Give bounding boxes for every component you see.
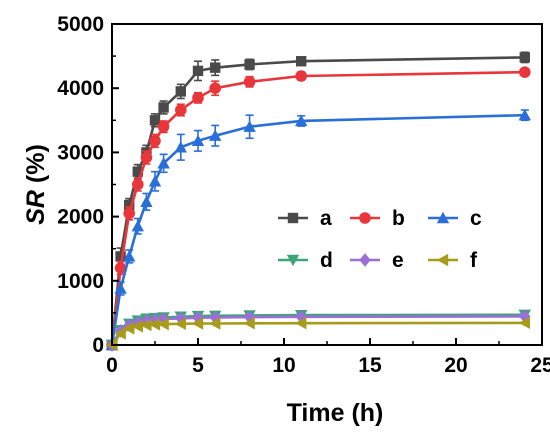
plot-area (105, 51, 531, 352)
x-tick-label: 15 (358, 354, 382, 377)
data-point-b (192, 92, 204, 104)
data-point-b (114, 262, 127, 274)
legend-item-d: d (278, 249, 333, 272)
data-point-c (518, 108, 531, 121)
data-point-b (157, 120, 170, 133)
data-point-b (519, 66, 531, 78)
data-point-f (243, 317, 255, 330)
data-point-f (148, 318, 161, 331)
legend-label: b (392, 207, 405, 230)
data-point-b (132, 178, 144, 191)
legend-label: e (392, 249, 404, 272)
data-point-f (123, 322, 135, 335)
y-axis-title-symbol: SR (22, 190, 50, 225)
data-point-c (243, 120, 256, 132)
data-point-a (158, 102, 169, 113)
series-f (105, 316, 530, 352)
data-point-a (244, 59, 255, 70)
data-point-e (192, 311, 204, 325)
y-tick-label: 4000 (57, 77, 104, 100)
data-point-c (148, 175, 162, 187)
legend-marker (359, 212, 371, 224)
data-point-f (191, 317, 204, 330)
data-point-b (140, 151, 153, 164)
series-c (105, 108, 531, 351)
legend-label: f (470, 249, 478, 272)
x-axis-title: Time (h) (287, 399, 384, 427)
data-point-c (174, 141, 187, 153)
data-point-a (296, 56, 307, 67)
series-c-line (110, 113, 525, 346)
data-point-c (131, 220, 144, 232)
data-point-f (157, 317, 169, 331)
data-point-c (295, 114, 308, 127)
data-point-b (295, 70, 308, 82)
legend-marker (436, 211, 450, 224)
data-point-f (131, 320, 143, 333)
legend-item-c: c (428, 207, 482, 230)
data-point-a (115, 251, 126, 262)
data-point-a (132, 166, 143, 177)
data-point-c (123, 250, 136, 262)
data-point-e (519, 309, 531, 324)
data-point-f (174, 317, 186, 331)
series-b-line (110, 70, 525, 346)
y-axis-title: SR (%) (22, 144, 50, 225)
data-point-a (149, 115, 161, 126)
legend-item-b: b (350, 207, 405, 230)
y-axis-title-unit: (%) (22, 144, 50, 190)
x-tick-label: 0 (106, 354, 118, 377)
x-tick-label: 5 (192, 354, 204, 377)
data-point-b (243, 75, 256, 88)
series-f-line (110, 321, 525, 346)
series-e-line (110, 315, 525, 346)
data-point-f (518, 316, 530, 330)
data-point-a (210, 62, 221, 73)
y-tick-label: 1000 (57, 270, 104, 293)
series-b (106, 66, 531, 351)
y-tick-label: 3000 (57, 141, 104, 164)
x-tick-label: 20 (444, 354, 467, 377)
data-point-a (175, 86, 186, 97)
data-point-c (114, 282, 127, 294)
data-point-a (519, 52, 530, 63)
x-tick-label: 10 (272, 354, 295, 377)
y-tick-label: 2000 (57, 206, 104, 229)
data-point-c (157, 157, 170, 169)
data-point-e (149, 312, 161, 327)
data-point-c (191, 134, 205, 147)
data-point-b (123, 207, 135, 220)
legend-label: a (320, 207, 332, 230)
legend-marker (359, 253, 371, 267)
data-point-b (175, 104, 187, 116)
legend-label: c (470, 207, 482, 230)
axes: 0 5 10 15 20 25 0 1000 2000 3000 4000 5000 (57, 13, 550, 377)
data-point-c (140, 195, 153, 208)
legend: a b c d e f (278, 207, 482, 272)
series-a-line (110, 56, 525, 346)
data-point-b (209, 82, 221, 94)
y-tick-label: 0 (92, 334, 104, 357)
x-tick-label: 25 (530, 354, 550, 377)
data-point-b (149, 135, 161, 147)
legend-item-f: f (428, 249, 478, 272)
data-point-f (295, 316, 307, 330)
data-point-a (124, 199, 135, 211)
series-a (106, 51, 530, 351)
data-point-f (140, 318, 152, 332)
legend-marker (287, 212, 299, 224)
y-tick-label: 5000 (57, 13, 104, 36)
data-point-c (209, 129, 222, 141)
legend-marker (436, 253, 449, 267)
legend-item-a: a (278, 207, 332, 230)
data-point-f (114, 327, 126, 340)
data-point-a (192, 65, 204, 77)
data-point-f (209, 317, 221, 330)
legend-label: d (320, 249, 333, 272)
legend-item-e: e (350, 249, 404, 272)
legend-marker (286, 254, 300, 267)
